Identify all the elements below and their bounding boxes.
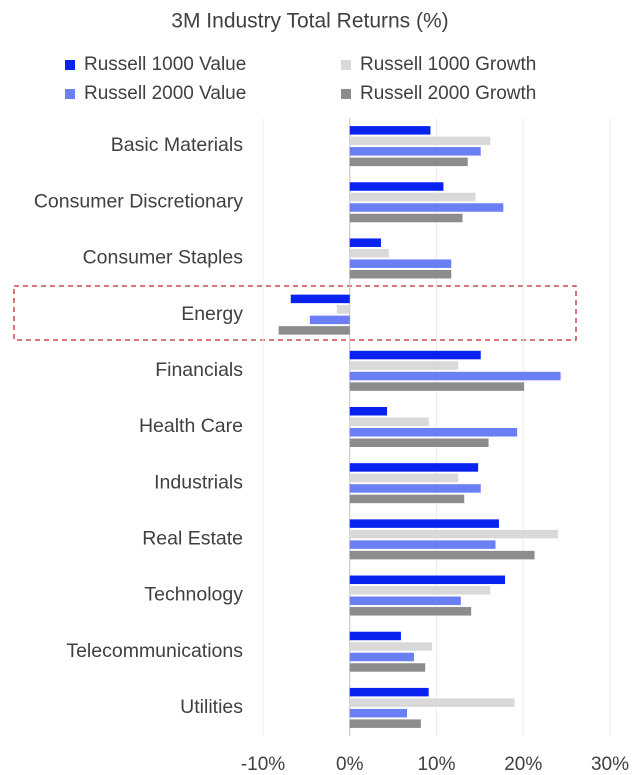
bar xyxy=(290,294,350,304)
bar xyxy=(349,182,444,191)
category-label: Telecommunications xyxy=(66,640,243,662)
bar xyxy=(349,698,515,707)
category-label: Industrials xyxy=(154,471,243,493)
bar xyxy=(349,652,414,662)
bar xyxy=(349,540,496,549)
bar xyxy=(349,586,491,595)
bar xyxy=(349,575,506,585)
category-label: Consumer Discretionary xyxy=(34,190,243,212)
bar xyxy=(349,371,561,381)
bar xyxy=(349,361,459,370)
bar xyxy=(349,407,388,416)
bar xyxy=(349,438,489,447)
bar xyxy=(349,596,461,606)
bar xyxy=(349,157,468,167)
category-label: Financials xyxy=(155,359,243,381)
bar xyxy=(349,473,459,483)
category-label: Real Estate xyxy=(142,528,243,550)
bar xyxy=(349,238,381,247)
legend-label: Russell 2000 Growth xyxy=(360,83,536,104)
x-tick-label: -10% xyxy=(241,754,285,775)
category-label: Basic Materials xyxy=(111,134,243,156)
bar xyxy=(349,550,535,560)
legend-label: Russell 1000 Growth xyxy=(360,54,536,75)
category-label: Health Care xyxy=(139,415,243,437)
bar xyxy=(349,382,525,391)
category-label: Consumer Staples xyxy=(83,247,244,269)
category-label: Utilities xyxy=(180,696,243,718)
bar xyxy=(349,687,429,697)
bar xyxy=(349,719,421,728)
bar xyxy=(349,417,429,426)
bar xyxy=(349,147,481,156)
bar xyxy=(309,315,350,325)
x-tick-label: 0% xyxy=(336,754,364,775)
x-tick-label: 30% xyxy=(591,754,629,775)
bar xyxy=(278,326,350,335)
bar xyxy=(349,708,408,718)
bar xyxy=(349,350,481,360)
legend-swatch xyxy=(341,60,351,70)
chart-title: 3M Industry Total Returns (%) xyxy=(171,10,448,33)
bar xyxy=(349,203,504,212)
bar xyxy=(349,607,472,616)
bar xyxy=(349,269,452,279)
legend-swatch xyxy=(341,89,351,99)
x-tick-label: 10% xyxy=(417,754,455,775)
bar xyxy=(349,529,558,539)
bar xyxy=(349,494,465,504)
bar xyxy=(349,126,431,135)
bar xyxy=(349,663,426,672)
bar xyxy=(349,519,499,528)
bar xyxy=(349,192,476,202)
legend-label: Russell 1000 Value xyxy=(84,54,246,75)
highlight-box xyxy=(13,285,577,341)
bar xyxy=(349,136,491,146)
bar xyxy=(336,305,350,314)
bar xyxy=(349,642,433,651)
bar xyxy=(349,213,463,223)
legend-label: Russell 2000 Value xyxy=(84,83,246,104)
bar xyxy=(349,484,481,493)
category-label: Technology xyxy=(144,584,243,606)
bar xyxy=(349,463,479,472)
bar xyxy=(349,428,518,437)
legend-swatch xyxy=(65,89,75,99)
legend-swatch xyxy=(65,60,75,70)
x-tick-label: 20% xyxy=(504,754,542,775)
bar xyxy=(349,259,452,268)
bar xyxy=(349,631,401,641)
category-label: Energy xyxy=(181,303,243,325)
bar xyxy=(349,248,389,258)
